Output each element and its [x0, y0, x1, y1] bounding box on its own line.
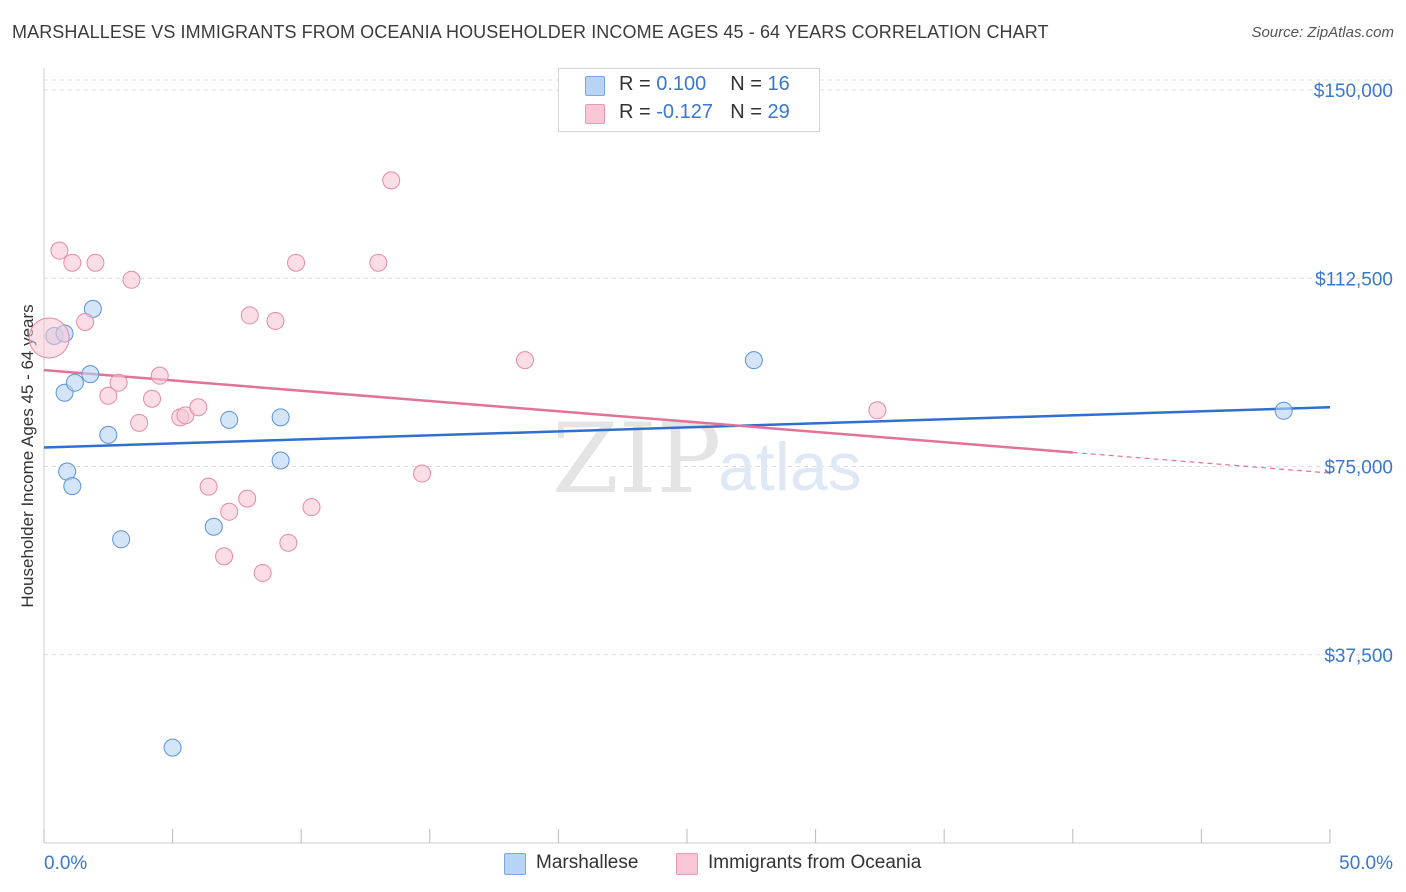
- point-oceania: [199, 477, 218, 496]
- point-marshallese: [81, 365, 100, 384]
- legend-swatch-marshallese: [585, 76, 605, 96]
- legend-swatch-oceania: [585, 104, 605, 124]
- point-oceania: [63, 253, 82, 272]
- point-marshallese: [220, 410, 239, 429]
- point-oceania: [215, 547, 234, 566]
- point-oceania: [86, 253, 105, 272]
- tick-labels: $37,500 $75,000 $112,500 $150,000 0.0% 50.0%: [44, 81, 1393, 874]
- grid-lines: [44, 79, 1394, 656]
- bottom-legend-swatch-oceania: [676, 853, 698, 875]
- point-marshallese: [1274, 401, 1293, 420]
- point-oceania: [50, 241, 69, 260]
- correlation-legend: R = 0.100 N = 16 R = -0.127 N = 29: [558, 68, 820, 132]
- y-tick-label: $112,500: [1315, 269, 1393, 290]
- point-oceania: [220, 502, 239, 521]
- point-oceania: [189, 398, 208, 417]
- point-marshallese: [163, 738, 182, 757]
- chart-title: MARSHALLESE VS IMMIGRANTS FROM OCEANIA H…: [12, 22, 1049, 42]
- point-oceania: [253, 563, 272, 582]
- point-oceania: [287, 253, 306, 272]
- legend-n-value: 29: [767, 101, 790, 123]
- point-oceania: [279, 533, 298, 552]
- point-marshallese: [271, 451, 290, 470]
- point-marshallese: [744, 351, 763, 370]
- bottom-legend-label: Immigrants from Oceania: [708, 852, 922, 873]
- point-oceania: [150, 366, 169, 385]
- y-tick-label: $150,000: [1314, 81, 1393, 102]
- point-oceania: [240, 306, 259, 325]
- y-tick-label: $37,500: [1324, 646, 1393, 667]
- data-points: [28, 171, 1293, 757]
- legend-text: R = 0.100 N = 16: [619, 73, 790, 95]
- point-marshallese: [65, 373, 84, 392]
- point-oceania: [302, 498, 321, 517]
- x-tick-label-min: 0.0%: [44, 853, 87, 874]
- point-oceania: [76, 312, 95, 331]
- point-oceania: [382, 171, 401, 190]
- point-marshallese: [271, 408, 290, 427]
- x-tick-label-max: 50.0%: [1339, 853, 1393, 874]
- source-label: Source: ZipAtlas.com: [1251, 24, 1394, 41]
- y-tick-label: $75,000: [1324, 458, 1393, 479]
- bottom-legend-swatch-marshallese: [504, 853, 526, 875]
- point-oceania: [369, 253, 388, 272]
- point-oceania: [109, 373, 128, 392]
- trend-line-marshallese: [43, 406, 1331, 449]
- point-oceania: [515, 351, 534, 370]
- point-oceania: [143, 389, 162, 408]
- point-oceania: [122, 270, 141, 289]
- point-oceania: [130, 413, 149, 432]
- bottom-legend-label: Marshallese: [536, 852, 639, 873]
- point-marshallese: [112, 530, 131, 549]
- trend-line-oceania-extension: [1072, 451, 1331, 474]
- point-oceania: [868, 401, 887, 420]
- watermark-atlas: atlas: [718, 429, 862, 505]
- point-marshallese: [99, 425, 118, 444]
- legend-text: R = -0.127 N = 29: [619, 101, 790, 123]
- trend-line-oceania: [43, 368, 1073, 454]
- watermark-zip: ZIP: [552, 403, 721, 515]
- axes: [43, 68, 1331, 844]
- point-oceania: [99, 386, 118, 405]
- point-oceania: [28, 317, 70, 359]
- point-oceania: [266, 311, 285, 330]
- point-oceania: [176, 406, 195, 425]
- legend-r-value: -0.127: [656, 101, 713, 123]
- point-marshallese: [63, 477, 82, 496]
- point-marshallese: [204, 517, 223, 536]
- trend-lines: [43, 368, 1331, 474]
- point-oceania: [238, 489, 257, 508]
- point-oceania: [413, 464, 432, 483]
- legend-r-value: 0.100: [656, 73, 707, 95]
- legend-n-value: 16: [767, 73, 790, 95]
